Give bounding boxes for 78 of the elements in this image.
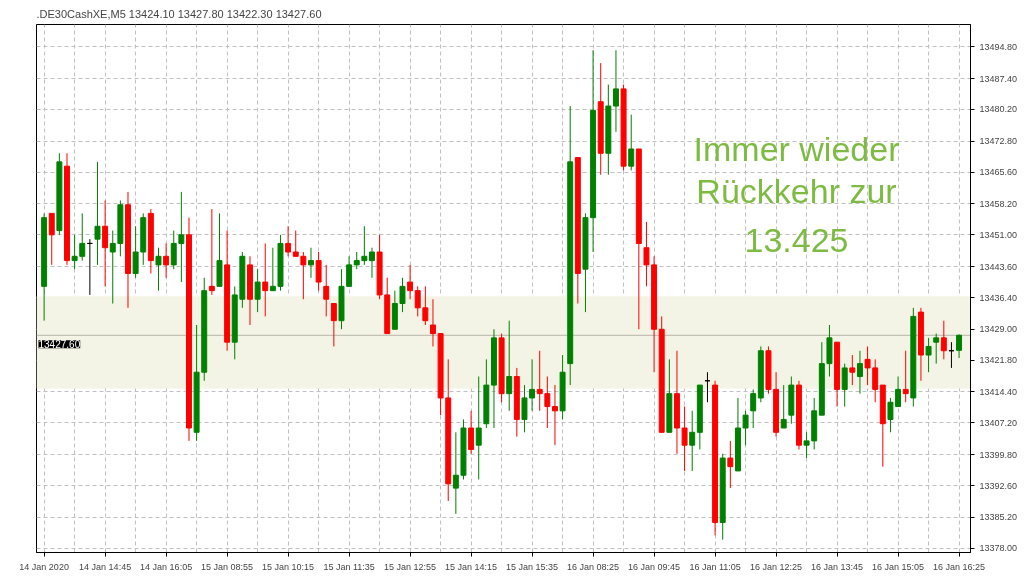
candlestick xyxy=(856,350,863,395)
candlestick xyxy=(285,225,292,257)
x-tick-label: 16 Jan 09:45 xyxy=(628,561,681,572)
y-tick-label: 13407.20 xyxy=(979,417,1018,428)
candlestick xyxy=(254,268,261,313)
y-tick-label: 13480.20 xyxy=(979,104,1018,115)
candlestick xyxy=(330,303,337,347)
y-tick-label: 13465.60 xyxy=(979,167,1018,178)
y-tick-label: 13494.80 xyxy=(979,41,1018,52)
x-tick-label: 16 Jan 13:45 xyxy=(811,561,864,572)
y-tick-label: 13399.80 xyxy=(979,449,1018,460)
candlestick xyxy=(551,384,558,446)
x-tick-label: 15 Jan 15:35 xyxy=(506,561,559,572)
y-tick-label: 13487.40 xyxy=(979,73,1018,84)
candlestick xyxy=(163,242,170,279)
y-tick-label: 13472.80 xyxy=(979,136,1018,147)
x-tick-label: 16 Jan 15:05 xyxy=(872,561,925,572)
x-tick-label: 15 Jan 10:15 xyxy=(262,561,315,572)
candlestick xyxy=(422,285,429,326)
x-tick-label: 16 Jan 12:25 xyxy=(750,561,803,572)
candlestick xyxy=(155,247,162,292)
candlestick xyxy=(902,350,909,403)
candlestick xyxy=(315,251,322,292)
candlestick xyxy=(414,285,421,317)
candlestick xyxy=(940,320,947,360)
candlestick xyxy=(628,114,635,171)
y-tick-label: 13458.20 xyxy=(979,198,1018,209)
candlestick xyxy=(369,247,375,279)
candlestick xyxy=(323,264,330,317)
candlestick xyxy=(521,384,528,433)
candlestick xyxy=(529,358,536,412)
candlestick xyxy=(475,376,482,481)
y-tick-label: 13429.00 xyxy=(979,324,1018,335)
y-tick-label: 13392.60 xyxy=(979,480,1018,491)
candlestick xyxy=(612,49,619,133)
y-tick-label: 13421.80 xyxy=(979,355,1018,366)
candlestick xyxy=(849,354,856,386)
x-tick-label: 14 Jan 16:05 xyxy=(140,561,193,572)
y-tick-label: 13414.40 xyxy=(979,386,1018,397)
x-tick-label: 14 Jan 2020 xyxy=(19,561,69,572)
candlestick xyxy=(506,320,513,412)
x-tick-label: 16 Jan 08:25 xyxy=(567,561,620,572)
candlestick xyxy=(780,384,787,429)
candlestick xyxy=(468,410,475,455)
candlestick xyxy=(407,264,414,300)
candlestick xyxy=(689,410,696,472)
y-tick-label: 13436.40 xyxy=(979,292,1018,303)
candlestick xyxy=(262,242,269,317)
candlestick xyxy=(308,247,314,279)
ref-line-label: 13427.60 xyxy=(38,339,81,351)
x-tick-label: 15 Jan 14:15 xyxy=(445,561,498,572)
x-tick-label: 15 Jan 12:55 xyxy=(384,561,437,572)
y-tick-label: 13378.00 xyxy=(979,543,1018,554)
candlestick xyxy=(933,333,940,365)
candlestick xyxy=(452,431,459,515)
candlestick xyxy=(430,298,436,347)
annotation: Immer wieder Rückkehr zur 13.425 xyxy=(693,129,900,259)
y-tick-label: 13451.00 xyxy=(979,229,1018,240)
candlestick xyxy=(841,363,848,408)
y-tick-label: 13385.20 xyxy=(979,512,1018,523)
candlestick xyxy=(750,388,757,429)
candlestick xyxy=(94,161,101,266)
x-tick-label: 16 Jan 16:25 xyxy=(933,561,986,572)
chart-title: .DE30CashXE,M5 13424.10 13427.80 13422.30 13427.60 xyxy=(36,7,322,20)
x-tick-label: 15 Jan 11:35 xyxy=(323,561,375,572)
x-tick-label: 15 Jan 08:55 xyxy=(201,561,254,572)
candlestick xyxy=(132,225,139,279)
x-tick-label: 14 Jan 14:45 xyxy=(79,561,132,572)
candlestick xyxy=(269,247,276,292)
candlestick xyxy=(102,200,109,287)
candlestick xyxy=(925,337,932,373)
x-tick-label: 16 Jan 11:05 xyxy=(689,561,741,572)
candlestick xyxy=(48,212,55,266)
candlestick xyxy=(803,431,810,459)
candlestick xyxy=(956,333,963,359)
y-tick-label: 13443.60 xyxy=(979,261,1018,272)
candlestick xyxy=(208,208,215,296)
candlestick xyxy=(727,440,734,489)
